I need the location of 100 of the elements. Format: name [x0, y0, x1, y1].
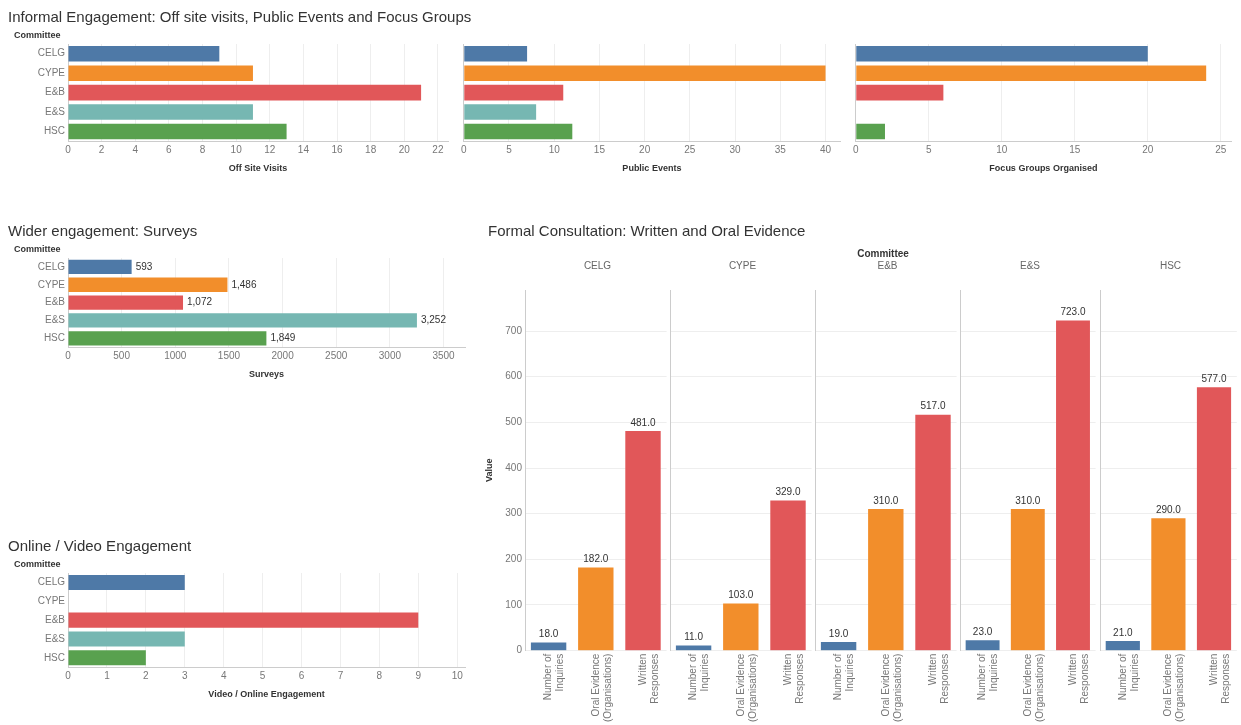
chart-title: Formal Consultation: Written and Oral Evidence: [488, 222, 806, 239]
x-tick-label: 8: [376, 669, 383, 681]
data-label: 723.0: [1060, 306, 1086, 318]
x-tick-label: 0: [461, 143, 467, 155]
y-tick-label: CELG: [37, 47, 66, 59]
x-tick-label: 1500: [217, 349, 241, 361]
x-tick-label: 9: [415, 669, 422, 681]
bar: [625, 431, 661, 651]
y-tick-label: CELG: [37, 260, 66, 272]
y-tick-label: CYPE: [37, 278, 66, 290]
bar: [530, 642, 567, 651]
bar: [68, 45, 220, 62]
y-tick-label: HSC: [43, 125, 65, 137]
y-tick-label: HSC: [43, 332, 65, 344]
chart-subtitle: HSC: [1158, 260, 1183, 271]
bar: [464, 65, 826, 81]
x-tick-label: 10: [451, 669, 464, 681]
data-label: 3,252: [420, 314, 447, 326]
y-tick-label: CYPE: [37, 595, 66, 607]
y-tick-label: 500: [505, 416, 523, 428]
x-tick-label: 10: [548, 143, 561, 155]
x-tick-label: 7: [337, 669, 344, 681]
data-label: 1,849: [270, 332, 296, 344]
x-tick-label: 15: [593, 143, 606, 155]
y-axis-title: Committee: [14, 559, 61, 569]
x-tick-label: Written Responses: [781, 653, 805, 704]
y-axis-title: Committee: [14, 244, 61, 254]
x-tick-label: 16: [331, 143, 344, 155]
x-axis-title: Video / Online Engagement: [208, 689, 325, 700]
chart-subtitle: E&B: [876, 260, 899, 271]
x-tick-label: 500: [113, 349, 131, 361]
bar: [68, 331, 267, 346]
bar: [856, 123, 885, 140]
data-label: 1,486: [231, 278, 257, 290]
x-tick-label: 5: [926, 143, 932, 155]
y-tick-label: E&B: [44, 86, 66, 98]
x-tick-label: 2: [98, 143, 105, 155]
y-tick-label: HSC: [43, 651, 65, 663]
data-label: 329.0: [775, 486, 801, 498]
y-tick-label: E&B: [44, 613, 66, 625]
x-axis-title: Public Events: [622, 163, 682, 174]
chart-title: Informal Engagement: Off site visits, Public Events and Focus Groups: [8, 8, 472, 25]
x-tick-label: 3500: [432, 349, 456, 361]
x-tick-label: 22: [432, 143, 444, 155]
bar: [68, 123, 287, 140]
bar: [856, 65, 1207, 81]
y-axis-title: Value: [483, 458, 494, 483]
x-tick-label: Number of Inquiries: [687, 653, 711, 701]
bar: [856, 84, 944, 101]
bar: [68, 574, 185, 590]
data-label: 19.0: [828, 627, 849, 639]
data-label: 11.0: [684, 631, 704, 643]
x-axis-title: Focus Groups Organised: [989, 163, 1098, 174]
bar: [68, 65, 253, 81]
x-tick-label: 25: [684, 143, 696, 155]
data-label: 517.0: [920, 400, 946, 412]
x-tick-label: Oral Evidence (Organisations): [1021, 653, 1045, 722]
bar: [68, 650, 146, 666]
x-tick-label: 10: [230, 143, 243, 155]
x-tick-label: 1: [104, 669, 111, 681]
data-label: 290.0: [1155, 504, 1182, 515]
y-tick-label: E&S: [44, 632, 66, 644]
x-tick-label: 14: [297, 143, 310, 155]
chart-title: Online / Video Engagement: [8, 537, 192, 554]
bar: [464, 123, 573, 140]
x-tick-label: 35: [774, 143, 787, 155]
data-label: 182.0: [583, 553, 609, 565]
x-tick-label: Oral Evidence (Organisations): [879, 653, 903, 722]
x-tick-label: 8: [199, 143, 206, 155]
x-tick-label: 40: [819, 143, 832, 155]
y-tick-label: 300: [505, 507, 523, 519]
y-tick-label: 400: [505, 461, 523, 473]
x-tick-label: 6: [166, 143, 173, 155]
x-tick-label: 25: [1215, 143, 1227, 155]
y-tick-label: 100: [505, 598, 523, 610]
x-tick-label: 5: [259, 669, 266, 681]
data-label: 593: [135, 260, 153, 272]
data-label: 21.0: [1113, 626, 1133, 638]
y-tick-label: 0: [516, 644, 523, 656]
y-tick-label: 700: [505, 324, 523, 336]
data-label: 103.0: [728, 589, 754, 601]
bar: [856, 45, 1148, 62]
x-tick-label: 3: [181, 669, 188, 681]
y-tick-label: 200: [505, 553, 523, 565]
chart-title: Wider engagement: Surveys: [8, 222, 198, 239]
data-label: 481.0: [630, 416, 656, 428]
x-tick-label: Oral Evidence (Organisations): [1162, 653, 1186, 722]
x-tick-label: Written Responses: [1066, 653, 1090, 704]
x-tick-label: 2000: [271, 349, 295, 361]
x-tick-label: Written Responses: [636, 653, 660, 704]
x-tick-label: Oral Evidence (Organisations): [589, 653, 613, 722]
x-tick-label: 15: [1069, 143, 1081, 155]
bar: [464, 45, 528, 62]
x-tick-label: 4: [220, 669, 227, 681]
bar: [68, 277, 228, 292]
x-tick-label: Written Responses: [1207, 653, 1231, 704]
x-tick-label: Number of Inquiries: [1116, 653, 1140, 701]
bar: [68, 259, 132, 275]
x-tick-label: 2: [143, 669, 150, 681]
data-label: 18.0: [538, 628, 559, 640]
